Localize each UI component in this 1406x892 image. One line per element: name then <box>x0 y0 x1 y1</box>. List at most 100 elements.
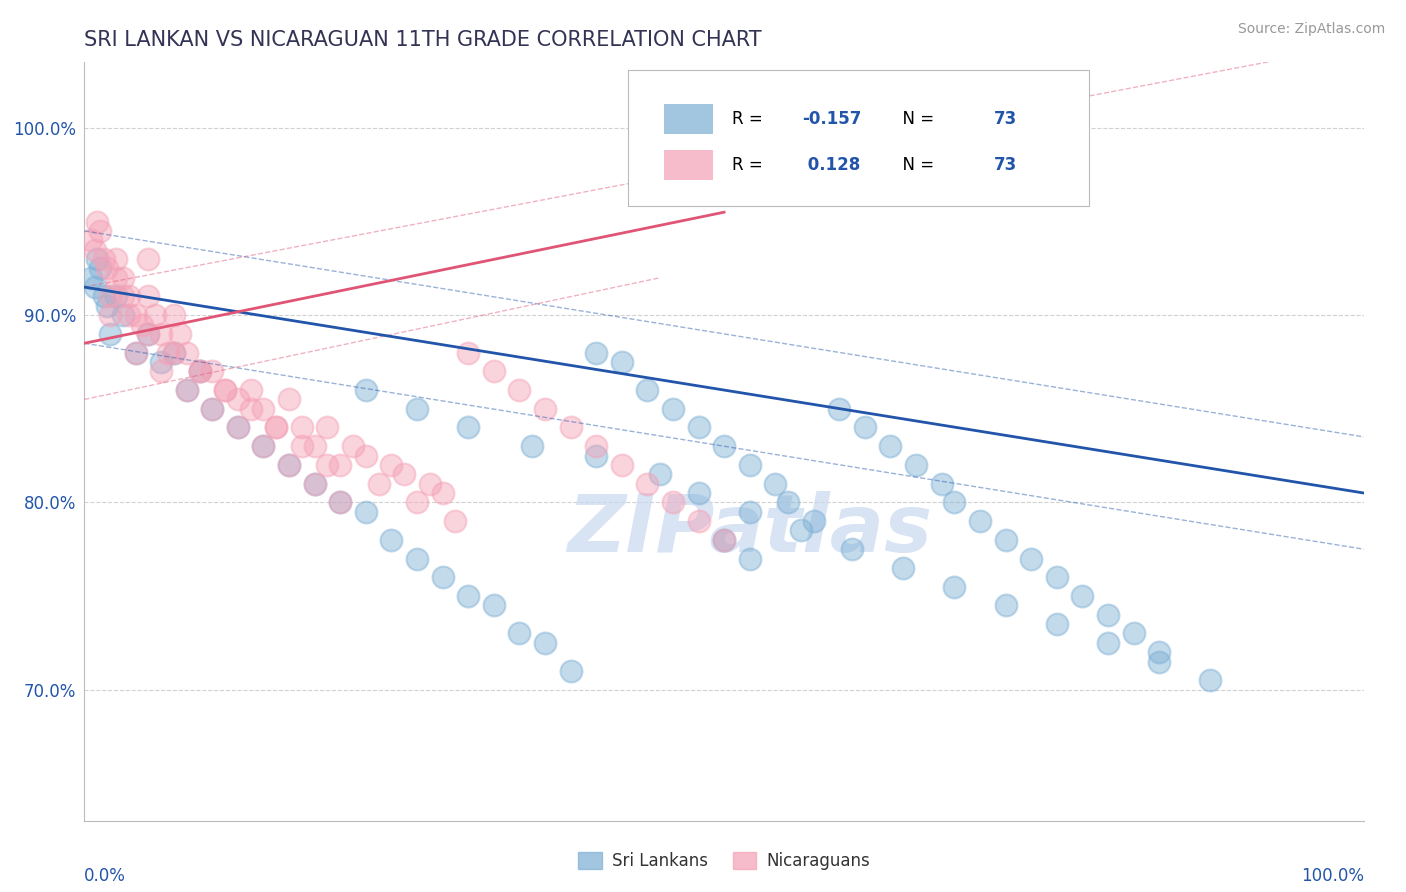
Point <box>534 636 557 650</box>
Point <box>201 401 224 416</box>
Point <box>688 420 710 434</box>
Point <box>118 289 141 303</box>
Point <box>156 345 179 359</box>
Point <box>131 318 153 332</box>
Point <box>560 420 582 434</box>
Point <box>636 476 658 491</box>
Point <box>304 439 326 453</box>
Point <box>98 326 121 341</box>
Point <box>1019 551 1042 566</box>
Point <box>252 401 274 416</box>
Point <box>432 486 454 500</box>
Point <box>994 533 1017 547</box>
Text: 73: 73 <box>994 111 1018 128</box>
Point <box>264 420 288 434</box>
Point <box>610 458 633 472</box>
Text: ZIPatlas: ZIPatlas <box>567 491 932 569</box>
Point <box>150 364 173 378</box>
Point <box>201 364 224 378</box>
Point <box>585 439 607 453</box>
Point <box>83 243 105 257</box>
Point <box>278 392 301 407</box>
Point <box>138 326 160 341</box>
Point <box>176 383 198 397</box>
Point <box>522 439 544 453</box>
Text: R =: R = <box>731 111 768 128</box>
Point <box>239 383 262 397</box>
Point <box>150 326 173 341</box>
Point <box>406 401 429 416</box>
Point <box>86 252 108 266</box>
FancyBboxPatch shape <box>664 104 713 135</box>
Point <box>650 467 672 482</box>
FancyBboxPatch shape <box>628 70 1088 207</box>
Point <box>176 383 198 397</box>
Legend: Sri Lankans, Nicaraguans: Sri Lankans, Nicaraguans <box>572 846 876 877</box>
Point <box>111 308 134 322</box>
Point <box>304 476 326 491</box>
Point <box>841 542 863 557</box>
Point <box>86 214 108 228</box>
Point <box>226 420 249 434</box>
Text: 0.0%: 0.0% <box>84 867 127 886</box>
Text: Source: ZipAtlas.com: Source: ZipAtlas.com <box>1237 22 1385 37</box>
Point <box>316 420 339 434</box>
Point <box>105 289 128 303</box>
Point <box>994 599 1017 613</box>
Text: R =: R = <box>731 156 768 174</box>
Point <box>188 364 211 378</box>
Point <box>738 458 761 472</box>
Point <box>444 514 467 528</box>
Point <box>96 299 118 313</box>
Point <box>124 345 146 359</box>
Point <box>688 514 710 528</box>
Point <box>278 458 301 472</box>
Point <box>662 401 685 416</box>
Text: 0.128: 0.128 <box>803 156 860 174</box>
Point <box>585 345 607 359</box>
Point <box>201 401 224 416</box>
Text: 73: 73 <box>994 156 1018 174</box>
Point <box>188 364 211 378</box>
Point <box>176 345 198 359</box>
Point <box>790 524 813 538</box>
Point <box>93 289 115 303</box>
Point <box>252 439 274 453</box>
Text: N =: N = <box>891 156 939 174</box>
Point <box>291 439 314 453</box>
Point <box>138 289 160 303</box>
Point <box>96 261 118 276</box>
Point <box>803 514 825 528</box>
Point <box>738 505 761 519</box>
Point <box>111 270 134 285</box>
Point <box>214 383 236 397</box>
Point <box>508 383 530 397</box>
Point <box>329 495 352 509</box>
Point <box>891 561 914 575</box>
Point <box>304 476 326 491</box>
Point <box>163 308 186 322</box>
Point <box>1097 636 1119 650</box>
Point <box>329 495 352 509</box>
Point <box>226 392 249 407</box>
Point <box>252 439 274 453</box>
Point <box>354 449 377 463</box>
Point <box>738 551 761 566</box>
Point <box>105 252 128 266</box>
Point <box>394 467 416 482</box>
Point <box>713 533 735 547</box>
Point <box>93 252 115 266</box>
Point <box>354 383 377 397</box>
Point <box>124 345 146 359</box>
Point <box>828 401 851 416</box>
Point <box>150 355 173 369</box>
Point <box>105 270 128 285</box>
Point <box>214 383 236 397</box>
Point <box>636 383 658 397</box>
Point <box>905 458 928 472</box>
Point <box>138 326 160 341</box>
Point <box>163 345 186 359</box>
Point <box>482 364 505 378</box>
Point <box>143 308 166 322</box>
Point <box>1046 617 1069 632</box>
